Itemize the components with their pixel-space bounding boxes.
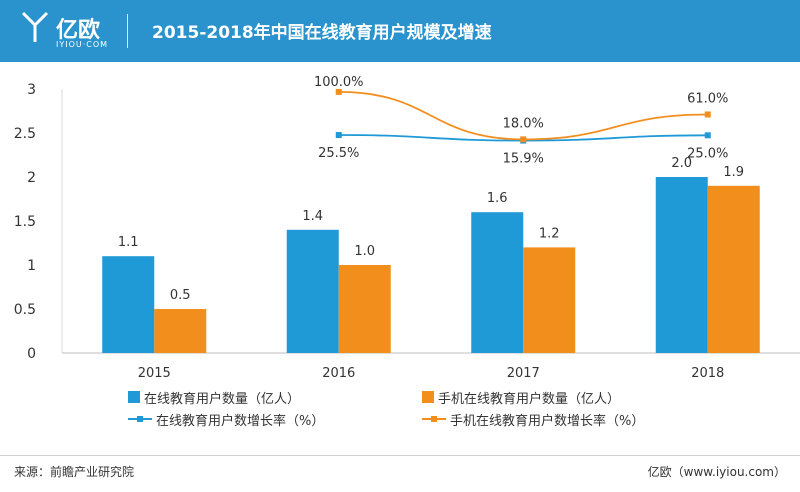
bar-label-blue: 1.4 bbox=[302, 209, 323, 224]
chart: 0 0.5 1 1.5 2 2.5 3 1.1 0.5 2015 1.4 1.0 2016 1.6 1.2 2… bbox=[14, 75, 800, 381]
brand-note: 亿欧（www.iyiou.com） bbox=[647, 465, 786, 479]
logo-mark-icon bbox=[21, 11, 49, 42]
bar-orange-2017 bbox=[523, 247, 576, 353]
x-tick-label: 2017 bbox=[507, 366, 540, 381]
logo: 亿欧 IYIOU·COM bbox=[20, 8, 120, 56]
bar-orange-2016 bbox=[338, 265, 391, 353]
legend-label: 手机在线教育用户数量（亿人） bbox=[438, 391, 621, 407]
legend-label: 在线教育用户数增长率（%） bbox=[156, 413, 325, 429]
growth-point-orange bbox=[520, 136, 527, 143]
growth-label-blue: 25.0% bbox=[687, 146, 728, 161]
bar-blue-2015 bbox=[102, 256, 155, 353]
legend-line-swatch-orange bbox=[422, 413, 446, 425]
y-tick-label: 0 bbox=[27, 346, 36, 362]
bar-label-orange: 1.9 bbox=[723, 165, 744, 180]
y-tick-label: 0.5 bbox=[14, 302, 36, 318]
legend-label: 手机在线教育用户数增长率（%） bbox=[450, 413, 645, 429]
growth-label-blue: 25.5% bbox=[318, 146, 359, 161]
bar-blue-2016 bbox=[286, 229, 339, 353]
bar-label-blue: 1.1 bbox=[118, 235, 139, 250]
bar-blue-2018 bbox=[655, 177, 708, 353]
growth-label-orange: 18.0% bbox=[503, 116, 544, 131]
y-tick-label: 2 bbox=[27, 170, 36, 186]
growth-point-orange bbox=[704, 111, 711, 118]
legend-item-blue-line: 在线教育用户数增长率（%） bbox=[128, 408, 324, 430]
growth-point-orange bbox=[335, 88, 342, 95]
bar-label-orange: 0.5 bbox=[170, 288, 191, 303]
page-title: 2015-2018年中国在线教育用户规模及增速 bbox=[152, 23, 492, 43]
legend-item-blue-bar: 在线教育用户数量（亿人） bbox=[128, 386, 324, 408]
bar-label-blue: 1.6 bbox=[487, 191, 508, 206]
header-bar: 亿欧 IYIOU·COM 2015-2018年中国在线教育用户规模及增速 bbox=[0, 0, 800, 62]
growth-label-orange: 61.0% bbox=[687, 91, 728, 106]
legend-right: 手机在线教育用户数量（亿人） 手机在线教育用户数增长率（%） bbox=[422, 386, 644, 430]
y-tick-label: 3 bbox=[27, 82, 36, 98]
x-tick-label: 2016 bbox=[322, 366, 355, 381]
growth-label-orange: 100.0% bbox=[314, 75, 364, 90]
bar-label-orange: 1.0 bbox=[354, 244, 375, 259]
growth-point-blue bbox=[335, 132, 342, 139]
x-tick-label: 2015 bbox=[138, 366, 171, 381]
bar-label-orange: 1.2 bbox=[539, 226, 560, 241]
legend-left: 在线教育用户数量（亿人） 在线教育用户数增长率（%） bbox=[128, 386, 324, 430]
growth-point-blue bbox=[704, 132, 711, 139]
y-tick-label: 1.5 bbox=[14, 214, 36, 230]
y-tick-label: 2.5 bbox=[14, 126, 36, 142]
legend-swatch-blue bbox=[128, 391, 140, 403]
source-note: 来源：前瞻产业研究院 bbox=[14, 465, 135, 479]
x-tick-label: 2018 bbox=[691, 366, 724, 381]
bar-blue-2017 bbox=[471, 212, 524, 353]
legend-item-orange-bar: 手机在线教育用户数量（亿人） bbox=[422, 386, 644, 408]
legend-swatch-orange bbox=[422, 391, 434, 403]
legend-item-orange-line: 手机在线教育用户数增长率（%） bbox=[422, 408, 644, 430]
growth-label-blue: 15.9% bbox=[503, 152, 544, 167]
bar-label-blue: 2.0 bbox=[671, 156, 692, 171]
logo-text: 亿欧 bbox=[56, 18, 101, 43]
bar-orange-2018 bbox=[707, 185, 760, 353]
footer-divider bbox=[0, 455, 800, 456]
bar-orange-2015 bbox=[154, 309, 207, 353]
y-tick-label: 1 bbox=[27, 258, 36, 274]
logo-subtext: IYIOU·COM bbox=[56, 40, 109, 49]
header-divider bbox=[127, 14, 128, 48]
legend-label: 在线教育用户数量（亿人） bbox=[144, 391, 301, 407]
legend-line-swatch-blue bbox=[128, 413, 152, 425]
